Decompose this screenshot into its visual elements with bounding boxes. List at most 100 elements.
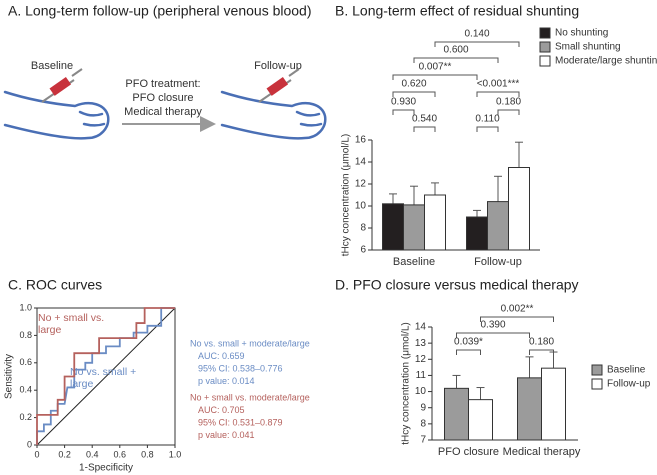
legend-swatch [591,378,603,390]
significance-label: 0.540 [412,114,437,125]
significance-bracket [392,91,436,97]
reference-diagonal [36,307,176,446]
roc-statistic: 95% CI: 0.538–0.776 [198,363,283,373]
bar [541,367,566,441]
arrow [122,116,216,132]
roc-statistic: p value: 0.014 [198,376,255,386]
x-tick-label: 0 [34,449,39,459]
significance-label: 0.390 [480,320,505,331]
x-tick-label: PFO closure [438,446,499,458]
legend-swatch [539,41,551,53]
legend-label: No shunting [555,28,608,39]
x-tick-label: Medical therapy [503,446,581,458]
y-tick-label: 14 [355,157,367,168]
x-axis-label: 1-Specificity [79,463,133,474]
y-tick-label: 12 [355,179,367,190]
y-axis-label: tHcy concentration (μmol/L) [341,134,352,256]
legend-swatch [539,27,551,39]
follow-up-label: Follow-up [254,60,302,72]
bar [487,201,509,251]
y-tick-label: 0.8 [19,330,32,340]
roc-statistic: AUC: 0.705 [198,405,245,415]
y-tick-label: 0.2 [19,412,32,422]
significance-label: 0.620 [401,79,426,90]
x-tick-label: 0.4 [86,449,99,459]
baseline-label: Baseline [31,60,73,72]
y-axis-label: tHcy concentration (μmol/L) [401,322,412,444]
significance-label: 0.180 [529,337,554,348]
y-tick-label: 0 [27,439,32,449]
bar [508,167,530,251]
arm-left [3,90,110,140]
curve-label: No + small vs. large [38,312,105,336]
significance-bracket [497,109,520,115]
bar [466,216,488,251]
x-tick-label: 0.2 [58,449,71,459]
significance-bracket [476,91,520,97]
chart-title: C. ROC curves [8,277,102,293]
plot-frame [36,307,176,446]
roc-statistic: No + small vs. moderate/large [190,392,310,402]
roc-curve [36,307,175,445]
y-tick-label: 8 [360,223,366,234]
significance-bracket [392,74,478,80]
chart-title: D. PFO closure versus medical therapy [335,277,579,293]
chart-title: B. Long-term effect of residual shunting [335,3,579,19]
arm-right [220,90,327,140]
roc-statistic: AUC: 0.659 [198,351,245,361]
y-tick-label: 1.0 [19,302,32,312]
y-tick-label: 8 [420,418,426,429]
significance-label: 0.039* [454,337,483,348]
y-tick-label: 11 [416,370,427,381]
treatment-label: PFO treatment: [125,78,200,90]
significance-label: 0.180 [496,97,521,108]
y-tick-label: 9 [420,402,426,413]
curve-label: No + small vs. large [38,312,105,336]
x-tick-label: Baseline [393,256,435,268]
significance-bracket [480,316,554,322]
legend-swatch [591,364,603,376]
roc-statistic: No vs. small + moderate/large [190,338,310,348]
significance-label: 0.007** [419,62,452,73]
curve-label: No vs. small + large [70,366,137,390]
panel-a-title: A. Long-term follow-up (peripheral venou… [8,3,312,19]
significance-label: 0.110 [475,114,500,125]
y-tick-label: 13 [415,338,427,349]
y-tick-label: 0.6 [19,357,32,367]
significance-label: 0.002** [501,304,534,315]
x-tick-label: 0.8 [141,449,154,459]
legend-label: Follow-up [607,379,651,390]
legend-label: Moderate/large shunting [555,56,657,67]
roc-statistic: 95% CI: 0.531–0.879 [198,417,283,427]
legend-swatch [539,55,551,67]
significance-label: 0.600 [443,45,468,56]
significance-bracket [529,349,554,355]
y-tick-label: 7 [420,435,426,446]
roc-statistic: p value: 0.041 [198,430,255,440]
significance-label: 0.140 [464,29,489,40]
bar [382,203,404,251]
y-tick-label: 0.4 [19,385,32,395]
treatment-label: PFO closure [132,92,193,104]
bar [424,194,446,251]
bar [468,399,493,441]
treatment-label: Medical therapy [124,106,202,118]
significance-label: 0.930 [391,97,416,108]
y-tick-label: 14 [415,322,427,333]
significance-bracket [456,332,530,338]
bar [403,204,425,251]
significance-bracket [434,41,520,47]
bar [517,377,542,441]
y-tick-label: 6 [360,245,366,256]
x-tick-label: Follow-up [474,256,522,268]
legend-label: Baseline [607,365,646,376]
y-axis-label: Sensitivity [4,354,15,399]
significance-label: <0.001*** [477,79,520,90]
syringe-left [41,68,83,103]
bar [444,387,469,441]
x-tick-label: 0.6 [114,449,127,459]
y-tick-label: 10 [415,386,427,397]
significance-bracket [413,57,499,63]
x-tick-label: 1.0 [169,449,182,459]
